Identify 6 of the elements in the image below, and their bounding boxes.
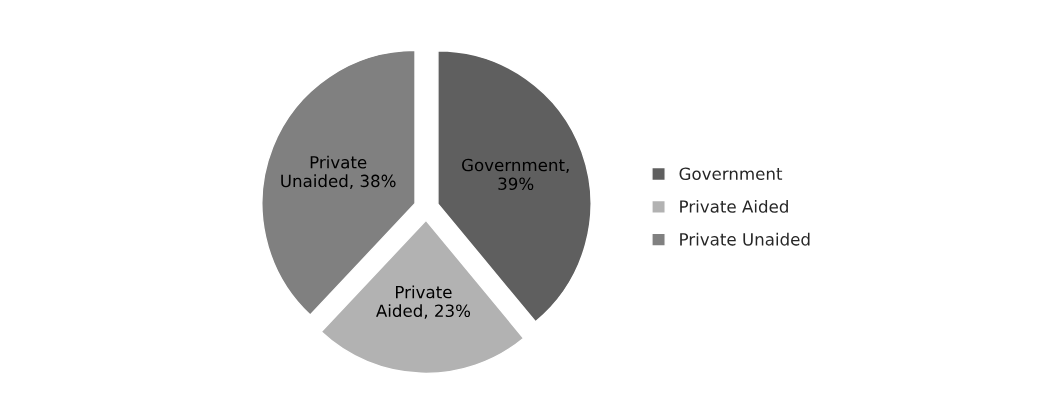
legend-label: Private Unaided: [680, 232, 810, 246]
data-label: Private Aided, 23%: [376, 285, 471, 319]
data-label: Private Unaided, 38%: [281, 155, 396, 189]
data-label: Government, 39%: [462, 158, 569, 191]
legend-label: Private Aided: [680, 199, 788, 213]
legend-label: Government: [679, 167, 783, 181]
